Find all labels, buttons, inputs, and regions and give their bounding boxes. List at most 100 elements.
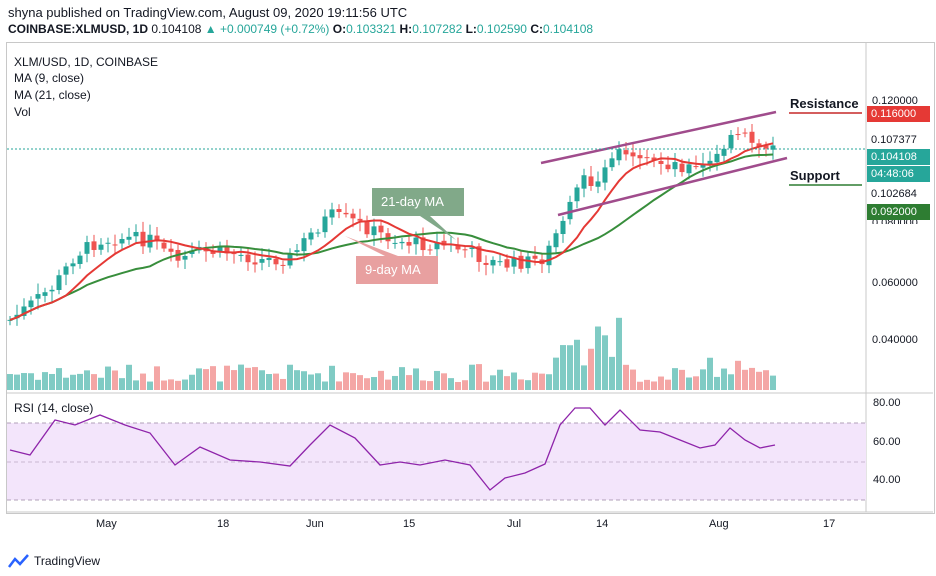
- price-tick-0080-partial: 0.080000: [872, 217, 918, 224]
- candle-body: [532, 255, 538, 259]
- volume-bar: [105, 366, 111, 390]
- candle-body: [294, 250, 300, 252]
- volume-bar: [70, 374, 76, 390]
- candle-body: [189, 250, 195, 254]
- candle-body: [70, 263, 76, 267]
- candle-body: [560, 220, 566, 235]
- candle-body: [497, 261, 503, 263]
- volume-bar: [119, 378, 125, 390]
- candle-body: [336, 209, 342, 212]
- footer-brand[interactable]: TradingView: [8, 554, 100, 568]
- candle-body: [665, 164, 671, 170]
- volume-bar: [567, 345, 573, 390]
- price-tick-0120: 0.120000: [872, 95, 918, 107]
- ma9-callout-label: 9-day MA: [365, 262, 421, 277]
- candle-body: [245, 254, 251, 263]
- volume-bar: [98, 377, 104, 390]
- volume-bar: [749, 367, 755, 390]
- volume-bar: [357, 375, 363, 390]
- volume-bar: [574, 339, 580, 390]
- volume-bar: [189, 374, 195, 390]
- volume-bar: [609, 356, 615, 390]
- volume-bar: [448, 378, 454, 390]
- volume-bar: [637, 381, 643, 390]
- candle-body: [756, 143, 762, 148]
- volume-bar: [735, 360, 741, 390]
- candle-body: [161, 242, 167, 249]
- last-price-tag: 0.104108: [867, 149, 930, 165]
- candle-body: [399, 241, 405, 244]
- symbol-ohlc-bar: COINBASE:XLMUSD, 1D 0.104108 ▲ +0.000749…: [8, 22, 593, 36]
- publish-info: shyna published on TradingView.com, Augu…: [8, 5, 408, 20]
- candle-body: [462, 249, 468, 251]
- volume-bar: [658, 376, 664, 390]
- volume-bar: [21, 373, 27, 390]
- channel-lower-line[interactable]: [557, 156, 788, 217]
- candle-body: [546, 245, 552, 266]
- candle-body: [378, 225, 384, 233]
- rsi-line: [9, 407, 776, 491]
- candle-body: [273, 258, 279, 265]
- volume-bar: [224, 365, 230, 390]
- candle-body: [595, 181, 601, 187]
- ma9-callout-bg: [345, 236, 438, 284]
- candle-body: [126, 236, 132, 240]
- candle-body: [252, 262, 258, 265]
- volume-bar: [595, 326, 601, 390]
- candle-body: [630, 152, 636, 157]
- volume-bar: [462, 380, 468, 390]
- volume-bar: [581, 365, 587, 390]
- candle-body: [49, 289, 55, 292]
- candle-body: [357, 218, 363, 221]
- candle-body: [623, 150, 629, 155]
- candle-body: [455, 244, 461, 250]
- rsi-tick-60: 60.00: [873, 436, 901, 448]
- candle-body: [329, 209, 335, 218]
- volume-bar: [693, 376, 699, 390]
- volume-bar: [406, 375, 412, 390]
- candle-body: [518, 255, 524, 269]
- candle-body: [343, 212, 349, 215]
- candle-body: [637, 155, 643, 159]
- volume-bar: [350, 373, 356, 390]
- ma9-legend[interactable]: MA (9, close): [14, 71, 85, 85]
- candle-body: [553, 233, 559, 248]
- volume-legend[interactable]: Vol: [14, 105, 31, 119]
- volume-bar: [301, 371, 307, 390]
- rsi-tick-40: 40.00: [873, 474, 901, 486]
- volume-bar: [518, 379, 524, 390]
- candle-body: [21, 306, 27, 316]
- candle-body: [504, 259, 510, 268]
- volume-bar: [623, 364, 629, 390]
- volume-bar: [140, 373, 146, 390]
- low-value: 0.102590: [476, 22, 527, 36]
- time-tick-15: 15: [403, 518, 416, 530]
- candle-body: [742, 132, 748, 134]
- volume-bar: [35, 379, 41, 390]
- volume-bar: [210, 366, 216, 390]
- ma9-price-tag: 0.107377: [867, 132, 930, 148]
- ma21-legend[interactable]: MA (21, close): [14, 88, 91, 102]
- volume-bar: [490, 375, 496, 390]
- chart-area[interactable]: [6, 42, 935, 514]
- candle-body: [140, 231, 146, 247]
- volume-bar: [7, 374, 13, 390]
- ma21-callout-bg: [372, 188, 464, 240]
- volume-bar: [91, 374, 97, 390]
- volume-bar: [483, 381, 489, 390]
- candle-body: [371, 226, 377, 236]
- support-price-tag: 0.092000: [867, 204, 930, 220]
- candle-body: [308, 232, 314, 240]
- ma21-callout-label: 21-day MA: [381, 194, 444, 209]
- candle-body: [714, 153, 720, 163]
- candle-body: [490, 259, 496, 266]
- volume-bar: [742, 369, 748, 390]
- price-tick-0060: 0.060000: [872, 277, 918, 289]
- candle-body: [406, 242, 412, 246]
- candle-body: [511, 257, 517, 267]
- up-arrow-icon: ▲: [204, 22, 217, 36]
- rsi-legend[interactable]: RSI (14, close): [14, 401, 94, 415]
- channel-upper-line[interactable]: [540, 110, 777, 165]
- volume-bar: [651, 381, 657, 390]
